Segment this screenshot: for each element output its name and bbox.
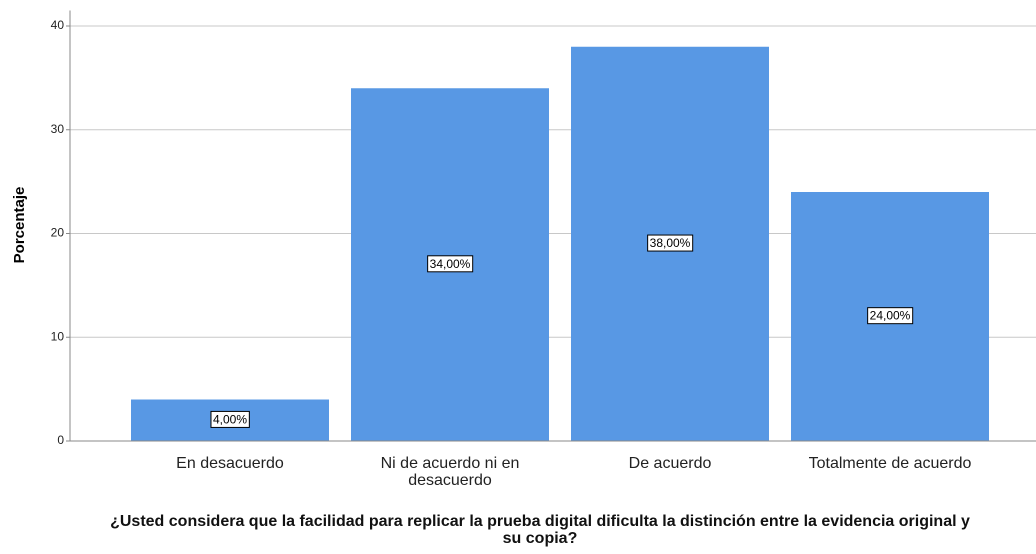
y-tick-label: 30 [51, 122, 65, 136]
data-label-box [210, 410, 250, 428]
x-tick-label: De acuerdo [628, 455, 712, 472]
data-label: 34,00% [427, 255, 474, 273]
data-label-text: 34,00% [430, 257, 471, 271]
data-label: 24,00% [867, 307, 914, 325]
y-tick-label: 0 [57, 433, 64, 447]
x-tick-label: Ni de acuerdo ni en desacuerdo [380, 455, 520, 489]
data-label: 38,00% [647, 234, 694, 252]
data-label-box [427, 255, 474, 273]
data-label-text: 24,00% [870, 309, 911, 323]
data-label-box [867, 307, 914, 325]
y-axis-label: Porcentaje [11, 187, 28, 264]
y-tick-label: 40 [51, 18, 65, 32]
x-tick-label: Totalmente de acuerdo [808, 455, 972, 472]
data-label-box [647, 234, 694, 252]
data-label-text: 4,00% [213, 412, 247, 426]
x-tick-label: En desacuerdo [176, 455, 284, 472]
data-label: 4,00% [210, 410, 250, 428]
y-tick-label: 20 [51, 226, 65, 240]
data-label-text: 38,00% [650, 236, 691, 250]
y-tick-label: 10 [51, 329, 65, 343]
x-axis-title: ¿Usted considera que la facilidad para r… [110, 513, 970, 547]
